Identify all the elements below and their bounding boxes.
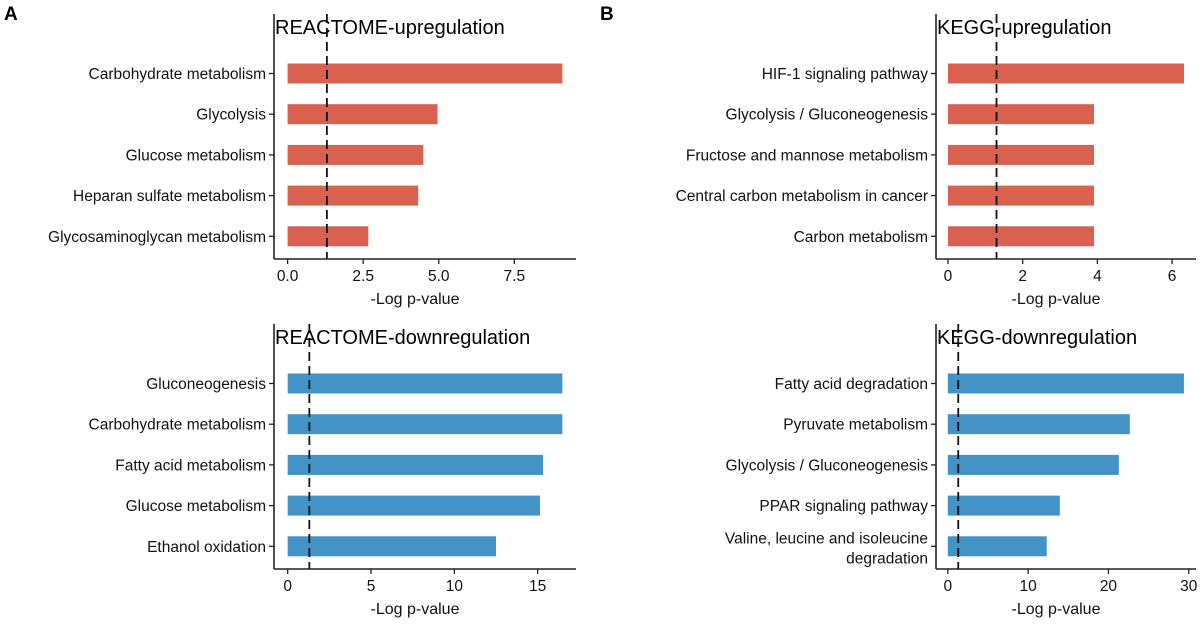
x-tick-label: 2.5 bbox=[352, 268, 374, 285]
category-label: Ethanol oxidation bbox=[147, 539, 266, 556]
bar bbox=[287, 536, 496, 557]
category-label: PPAR signaling pathway bbox=[759, 498, 928, 515]
category-label: Glucose metabolism bbox=[126, 147, 266, 164]
x-tick-label: 20 bbox=[1100, 578, 1118, 595]
bar bbox=[287, 373, 563, 394]
x-tick-label: 5 bbox=[367, 578, 376, 595]
x-tick-label: 0 bbox=[283, 578, 292, 595]
category-label: Glycolysis bbox=[196, 107, 266, 124]
x-axis-label: -Log p-value bbox=[371, 291, 460, 308]
x-axis-label: -Log p-value bbox=[1012, 601, 1101, 618]
category-label: Central carbon metabolism in cancer bbox=[676, 188, 928, 205]
x-tick-label: 7.5 bbox=[504, 268, 526, 285]
category-label: Glucose metabolism bbox=[126, 498, 266, 515]
x-tick-label: 0.0 bbox=[277, 268, 299, 285]
bar bbox=[947, 104, 1095, 125]
bar bbox=[287, 185, 419, 206]
x-tick-label: 15 bbox=[529, 578, 546, 595]
bar bbox=[947, 495, 1060, 516]
x-axis-label: -Log p-value bbox=[1012, 291, 1101, 308]
x-tick-label: 2 bbox=[1018, 268, 1027, 285]
bar bbox=[287, 63, 563, 84]
category-label: Glycolysis / Gluconeogenesis bbox=[726, 457, 929, 474]
bar bbox=[287, 414, 563, 435]
bar bbox=[287, 226, 369, 247]
chart-title: REACTOME-downregulation bbox=[275, 327, 530, 349]
bar bbox=[287, 495, 540, 516]
bar bbox=[947, 536, 1047, 557]
category-label: Pyruvate metabolism bbox=[783, 417, 928, 434]
category-label: Carbon metabolism bbox=[794, 229, 928, 246]
panel-label-b: B bbox=[600, 4, 614, 25]
bar bbox=[947, 414, 1130, 435]
x-tick-label: 30 bbox=[1180, 578, 1198, 595]
chart-panel-3: REACTOME-downregulation Gluconeogenesis Ca… bbox=[89, 324, 576, 618]
chart-panel-2: KEGG-upregulation HIF-1 signaling pathway… bbox=[676, 14, 1196, 308]
x-axis-label: -Log p-value bbox=[371, 601, 460, 618]
category-label: Fatty acid degradation bbox=[775, 376, 928, 393]
bar bbox=[947, 144, 1095, 165]
category-label: Gluconeogenesis bbox=[146, 376, 266, 393]
bar bbox=[287, 104, 438, 125]
category-label: Fructose and mannose metabolism bbox=[686, 147, 928, 164]
chart-panel-1: REACTOME-upregulation Carbohydrate metabo… bbox=[48, 14, 576, 308]
chart-title: KEGG-downregulation bbox=[937, 327, 1137, 349]
category-label: Glycolysis / Gluconeogenesis bbox=[726, 107, 929, 124]
x-tick-label: 5.0 bbox=[428, 268, 450, 285]
x-tick-label: 10 bbox=[1020, 578, 1038, 595]
category-label: Heparan sulfate metabolism bbox=[73, 188, 266, 205]
panel-label-a: A bbox=[4, 4, 18, 25]
category-label: Fatty acid metabolism bbox=[115, 457, 266, 474]
x-tick-label: 4 bbox=[1093, 268, 1102, 285]
category-label: Valine, leucine and isoleucine degradatio… bbox=[725, 530, 928, 567]
category-label: Carbohydrate metabolism bbox=[89, 66, 266, 83]
category-label: Glycosaminoglycan metabolism bbox=[48, 229, 266, 246]
bar bbox=[947, 454, 1119, 475]
category-label-line: degradation bbox=[846, 550, 928, 567]
x-tick-label: 0 bbox=[943, 578, 952, 595]
bar bbox=[947, 226, 1095, 247]
chart-panel-4: KEGG-downregulation Fatty acid degradatio… bbox=[725, 324, 1198, 618]
chart-title: KEGG-upregulation bbox=[937, 17, 1112, 39]
x-tick-label: 6 bbox=[1168, 268, 1177, 285]
bar bbox=[287, 454, 543, 475]
category-label-line: Valine, leucine and isoleucine bbox=[725, 530, 928, 547]
bar bbox=[947, 185, 1095, 206]
bar bbox=[287, 144, 424, 165]
x-tick-label: 0 bbox=[944, 268, 953, 285]
bar bbox=[947, 63, 1185, 84]
chart-title: REACTOME-upregulation bbox=[275, 17, 505, 39]
bar bbox=[947, 373, 1184, 394]
category-label: Carbohydrate metabolism bbox=[89, 417, 266, 434]
category-label: HIF-1 signaling pathway bbox=[762, 66, 929, 83]
x-tick-label: 10 bbox=[446, 578, 464, 595]
